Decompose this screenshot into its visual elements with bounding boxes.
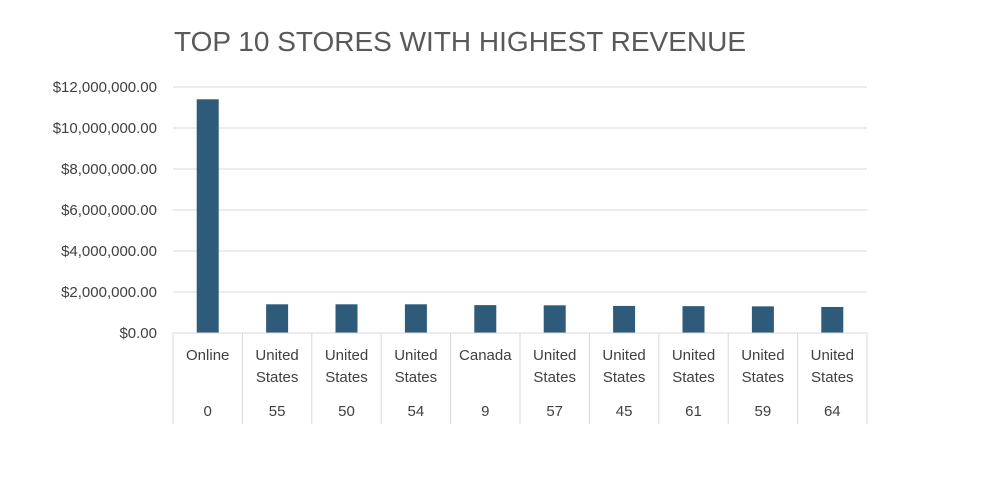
x-tick-label-country: United (741, 347, 784, 364)
x-tick-label-store: 61 (685, 403, 702, 420)
x-tick-label-store: 9 (481, 403, 489, 420)
x-tick-label-country: United (325, 347, 368, 364)
x-tick-label-store: 59 (755, 403, 772, 420)
bar (751, 306, 774, 333)
bar (266, 304, 289, 333)
y-tick-label: $0.00 (119, 325, 157, 342)
bar (682, 306, 705, 333)
y-tick-label: $6,000,000.00 (61, 202, 157, 219)
bar (821, 306, 844, 333)
x-tick-label-country: United (672, 347, 715, 364)
x-tick-label-country: United (533, 347, 576, 364)
gridlines (173, 86, 867, 293)
x-tick-label-country: States (603, 369, 646, 386)
x-tick-label-store: 45 (616, 403, 633, 420)
x-tick-label-country: Online (186, 347, 229, 364)
x-tick-label-store: 64 (824, 403, 841, 420)
y-tick-label: $2,000,000.00 (61, 284, 157, 301)
chart-title: TOP 10 STORES WITH HIGHEST REVENUE (174, 26, 746, 57)
y-tick-label: $4,000,000.00 (61, 243, 157, 260)
x-tick-label-country: United (811, 347, 854, 364)
bars (196, 99, 844, 333)
bar (474, 305, 497, 333)
x-tick-label-country: United (255, 347, 298, 364)
x-tick-label-store: 54 (408, 403, 425, 420)
x-tick-label-country: United (602, 347, 645, 364)
x-tick-label-store: 0 (204, 403, 212, 420)
y-axis: $0.00 $2,000,000.00 $4,000,000.00 $6,000,00… (53, 79, 157, 342)
bar (543, 305, 566, 333)
x-tick-label-country: States (533, 369, 576, 386)
bar (613, 305, 636, 333)
x-tick-label-country: Canada (459, 347, 512, 364)
bar (196, 99, 219, 333)
x-tick-label-country: States (325, 369, 368, 386)
x-tick-label-country: States (672, 369, 715, 386)
y-tick-label: $10,000,000.00 (53, 120, 157, 137)
y-tick-label: $12,000,000.00 (53, 79, 157, 96)
x-tick-label-country: United (394, 347, 437, 364)
x-tick-label-country: States (742, 369, 785, 386)
x-axis: Online 0 United States 55 United States 50 Unite… (172, 332, 868, 424)
bar (335, 304, 358, 333)
x-tick-label-store: 55 (269, 403, 286, 420)
y-tick-label: $8,000,000.00 (61, 161, 157, 178)
x-tick-label-store: 50 (338, 403, 355, 420)
x-tick-label-country: States (256, 369, 299, 386)
x-tick-label-country: States (395, 369, 438, 386)
bar (404, 304, 427, 333)
x-tick-label-store: 57 (546, 403, 563, 420)
x-tick-label-country: States (811, 369, 854, 386)
